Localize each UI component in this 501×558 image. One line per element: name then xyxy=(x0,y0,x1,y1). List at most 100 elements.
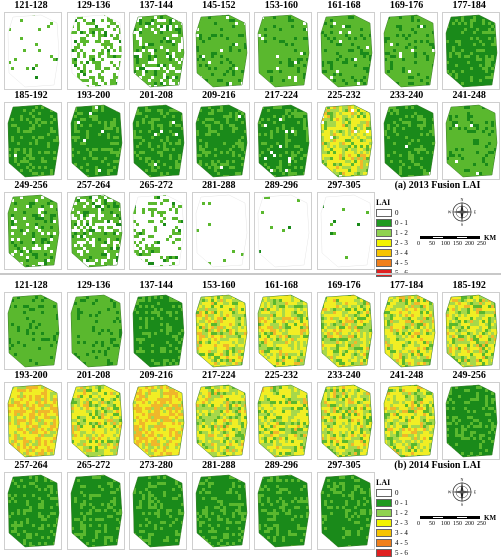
map-frame xyxy=(254,192,312,270)
period-label: 185-192 xyxy=(438,280,500,292)
legend-swatch xyxy=(376,529,392,537)
legend-row: 0 - 1 xyxy=(376,218,446,228)
lai-map xyxy=(5,13,61,89)
legend-swatch xyxy=(376,489,392,497)
map-thumbnail: 121-128 xyxy=(0,280,62,370)
map-frame xyxy=(192,192,250,270)
legend-2014: (b) 2014 Fusion LAI LAI 0 0 - 1 1 - 2 2 … xyxy=(374,460,501,550)
legend-label: 1 - 2 xyxy=(395,228,408,238)
lai-map xyxy=(130,13,186,89)
legend-label: 4 - 5 xyxy=(395,258,408,268)
map-frame xyxy=(380,102,438,180)
map-frame xyxy=(129,292,187,370)
lai-map xyxy=(318,193,374,269)
period-label: 137-144 xyxy=(125,0,187,12)
lai-map xyxy=(381,383,437,459)
map-frame xyxy=(67,292,125,370)
map-thumbnail: 201-208 xyxy=(125,90,187,180)
lai-map xyxy=(68,103,124,179)
scale-bar-tick: 100 xyxy=(441,240,450,248)
scale-bar-tick: 100 xyxy=(441,520,450,528)
map-frame xyxy=(192,102,250,180)
panel-divider xyxy=(0,273,501,275)
legend-label: 0 - 1 xyxy=(395,498,408,508)
legend-label: 2 - 3 xyxy=(395,238,408,248)
lai-map xyxy=(318,293,374,369)
map-thumbnail: 177-184 xyxy=(376,280,438,370)
scale-bar-tick: 150 xyxy=(453,520,462,528)
period-label: 169-176 xyxy=(376,0,438,12)
lai-map xyxy=(255,103,311,179)
scale-bar-segment xyxy=(420,236,432,239)
scale-bar-tick: 0 xyxy=(417,240,420,248)
map-thumbnail: 233-240 xyxy=(313,370,375,460)
legend-row: 0 xyxy=(376,208,446,218)
map-thumbnail: 225-232 xyxy=(250,370,312,460)
period-label: 233-240 xyxy=(313,370,375,382)
period-label: 297-305 xyxy=(313,460,375,472)
scale-bar-tick: 150 xyxy=(453,240,462,248)
map-thumbnail: 265-272 xyxy=(63,460,125,550)
compass-w: W xyxy=(448,210,452,215)
period-label: 201-208 xyxy=(63,370,125,382)
legend-swatch xyxy=(376,499,392,507)
map-frame xyxy=(67,472,125,550)
map-frame xyxy=(4,472,62,550)
map-frame xyxy=(317,102,375,180)
map-thumbnail: 249-256 xyxy=(438,370,500,460)
legend-label: 0 - 1 xyxy=(395,218,408,228)
scale-bar-segment xyxy=(444,516,456,519)
compass-s: S xyxy=(461,502,463,506)
period-label: 161-168 xyxy=(250,280,312,292)
map-thumbnail: 249-256 xyxy=(0,180,62,270)
map-frame xyxy=(4,102,62,180)
scale-bar-segment xyxy=(432,516,444,519)
map-thumbnail: 193-200 xyxy=(0,370,62,460)
map-frame xyxy=(442,292,500,370)
compass-rose-icon: N S E W xyxy=(448,478,476,506)
period-label: 177-184 xyxy=(376,280,438,292)
panel-title-2014: (b) 2014 Fusion LAI xyxy=(374,460,501,472)
compass-e: E xyxy=(474,210,476,215)
lai-map xyxy=(255,13,311,89)
lai-map xyxy=(5,293,61,369)
map-thumbnail: 265-272 xyxy=(125,180,187,270)
scale-bar-unit: KM xyxy=(484,234,496,242)
map-thumbnail: 257-264 xyxy=(0,460,62,550)
map-frame xyxy=(129,12,187,90)
legend-label: 1 - 2 xyxy=(395,508,408,518)
map-thumbnail: 185-192 xyxy=(438,280,500,370)
map-frame xyxy=(129,382,187,460)
lai-map xyxy=(5,103,61,179)
scale-bar-tick: 0 xyxy=(417,520,420,528)
map-frame xyxy=(4,292,62,370)
lai-map xyxy=(193,383,249,459)
period-label: 273-280 xyxy=(125,460,187,472)
lai-map xyxy=(193,13,249,89)
legend-row: 4 - 5 xyxy=(376,538,446,548)
scale-bar-unit: KM xyxy=(484,514,496,522)
lai-map xyxy=(193,193,249,269)
period-label: 177-184 xyxy=(438,0,500,12)
scale-bar-segment xyxy=(456,236,468,239)
map-frame xyxy=(67,192,125,270)
lai-map xyxy=(443,13,499,89)
map-thumbnail: 289-296 xyxy=(250,180,312,270)
map-thumbnail: 225-232 xyxy=(313,90,375,180)
map-thumbnail: 153-160 xyxy=(250,0,312,90)
lai-map xyxy=(68,473,124,549)
legend-label: 3 - 4 xyxy=(395,528,408,538)
period-label: 201-208 xyxy=(125,90,187,102)
legend-row: 4 - 5 xyxy=(376,258,446,268)
map-frame xyxy=(67,12,125,90)
map-frame xyxy=(317,382,375,460)
map-frame xyxy=(192,12,250,90)
map-frame xyxy=(442,102,500,180)
compass-n: N xyxy=(461,478,464,482)
map-thumbnail: 185-192 xyxy=(0,90,62,180)
period-label: 225-232 xyxy=(250,370,312,382)
lai-map xyxy=(5,193,61,269)
map-frame xyxy=(317,192,375,270)
scale-bar-segment xyxy=(444,236,456,239)
lai-map xyxy=(193,473,249,549)
